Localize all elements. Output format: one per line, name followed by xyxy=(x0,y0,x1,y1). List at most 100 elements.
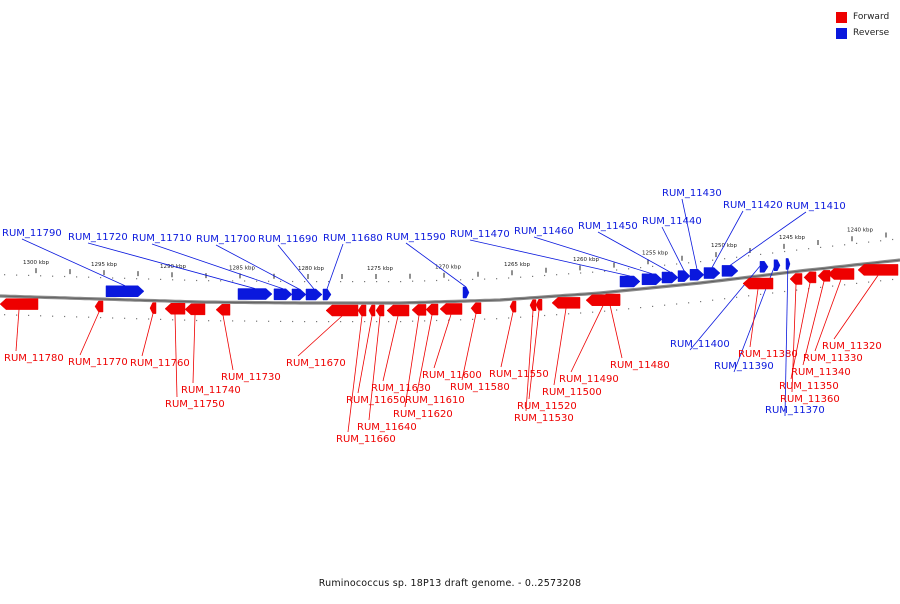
gene-arrow-rum_11400[interactable] xyxy=(759,261,769,273)
gene-arrow-rum_11680[interactable] xyxy=(322,288,332,301)
gene-label-rum_11550[interactable]: RUM_11550 xyxy=(489,369,549,380)
gene-label-rum_11500[interactable]: RUM_11500 xyxy=(542,387,602,398)
gene-label-rum_11410[interactable]: RUM_11410 xyxy=(786,201,846,212)
gene-label-rum_11640[interactable]: RUM_11640 xyxy=(357,422,417,433)
gene-label-rum_11320[interactable]: RUM_11320 xyxy=(822,341,882,352)
gene-arrow-rum_11460[interactable] xyxy=(641,273,663,286)
gene-arrow-rum_11630[interactable] xyxy=(386,304,410,317)
gene-label-rum_11330[interactable]: RUM_11330 xyxy=(803,353,863,364)
guide-dot-upper xyxy=(604,270,606,272)
guide-dot-upper xyxy=(100,277,102,279)
gene-arrow-rum_11320[interactable] xyxy=(857,264,899,276)
gene-arrow-rum_11640[interactable] xyxy=(375,304,385,317)
gene-label-rum_11580[interactable]: RUM_11580 xyxy=(450,382,510,393)
gene-arrow-rum_11360[interactable] xyxy=(789,273,803,285)
gene-label-rum_11400[interactable]: RUM_11400 xyxy=(670,339,730,350)
gene-label-rum_11360[interactable]: RUM_11360 xyxy=(780,394,840,405)
gene-arrow-rum_11610[interactable] xyxy=(425,303,439,316)
gene-arrow-rum_11430[interactable] xyxy=(689,269,705,281)
gene-arrow-rum_11760[interactable] xyxy=(149,302,157,314)
gene-label-rum_11760[interactable]: RUM_11760 xyxy=(130,358,190,369)
gene-label-rum_11380[interactable]: RUM_11380 xyxy=(738,349,798,360)
gene-label-rum_11740[interactable]: RUM_11740 xyxy=(181,385,241,396)
gene-label-rum_11630[interactable]: RUM_11630 xyxy=(371,383,431,394)
gene-arrow-rum_11750[interactable] xyxy=(164,303,186,315)
gene-label-rum_11690[interactable]: RUM_11690 xyxy=(258,234,318,245)
gene-label-rum_11430[interactable]: RUM_11430 xyxy=(662,188,722,199)
gene-label-rum_11750[interactable]: RUM_11750 xyxy=(165,399,225,410)
gene-label-rum_11660[interactable]: RUM_11660 xyxy=(336,434,396,445)
gene-arrow-rum_11550[interactable] xyxy=(509,300,517,313)
gene-arrow-rum_11440[interactable] xyxy=(677,270,691,282)
gene-arrow-rum_11660[interactable] xyxy=(357,304,367,317)
gene-label-rum_11610[interactable]: RUM_11610 xyxy=(405,395,465,406)
gene-arrow-rum_11790[interactable] xyxy=(105,285,145,297)
gene-arrow-rum_11780[interactable] xyxy=(0,298,39,310)
gene-arrow-rum_11330[interactable] xyxy=(827,268,855,280)
gene-label-rum_11480[interactable]: RUM_11480 xyxy=(610,360,670,371)
guide-dot-upper xyxy=(412,280,414,282)
gene-label-rum_11370[interactable]: RUM_11370 xyxy=(765,405,825,416)
gene-label-rum_11710[interactable]: RUM_11710 xyxy=(132,233,192,244)
gene-arrow-rum_11590[interactable] xyxy=(462,286,470,299)
guide-dot-lower xyxy=(364,321,366,323)
guide-dot-upper xyxy=(448,279,450,281)
gene-arrow-rum_11520[interactable] xyxy=(535,299,543,311)
gene-arrow-rum_11470[interactable] xyxy=(619,275,641,288)
gene-connector xyxy=(382,315,399,382)
gene-arrow-rum_11770[interactable] xyxy=(94,300,104,313)
gene-label-rum_11470[interactable]: RUM_11470 xyxy=(450,229,510,240)
gene-label-rum_11780[interactable]: RUM_11780 xyxy=(4,353,64,364)
guide-dot-lower xyxy=(280,320,282,322)
gene-arrow-rum_11410[interactable] xyxy=(721,265,739,277)
gene-label-rum_11340[interactable]: RUM_11340 xyxy=(791,367,851,378)
guide-dot-upper xyxy=(616,269,618,271)
gene-label-rum_11520[interactable]: RUM_11520 xyxy=(517,401,577,412)
guide-dot-lower xyxy=(880,280,882,282)
gene-arrow-rum_11690[interactable] xyxy=(305,288,323,301)
gene-label-rum_11720[interactable]: RUM_11720 xyxy=(68,232,128,243)
gene-label-rum_11770[interactable]: RUM_11770 xyxy=(68,357,128,368)
gene-label-rum_11680[interactable]: RUM_11680 xyxy=(323,233,383,244)
guide-dot-lower xyxy=(700,301,702,303)
gene-arrow-rum_11700[interactable] xyxy=(291,288,307,301)
gene-arrow-rum_11500[interactable] xyxy=(551,297,581,309)
gene-label-rum_11390[interactable]: RUM_11390 xyxy=(714,361,774,372)
guide-dot-upper xyxy=(52,275,54,277)
gene-arrow-rum_11530[interactable] xyxy=(529,299,537,311)
gene-label-rum_11790[interactable]: RUM_11790 xyxy=(2,228,62,239)
gene-label-rum_11730[interactable]: RUM_11730 xyxy=(221,372,281,383)
gene-label-rum_11670[interactable]: RUM_11670 xyxy=(286,358,346,369)
gene-arrow-rum_11670[interactable] xyxy=(325,304,359,317)
gene-label-rum_11440[interactable]: RUM_11440 xyxy=(642,216,702,227)
gene-label-rum_11700[interactable]: RUM_11700 xyxy=(196,234,256,245)
gene-arrow-rum_11600[interactable] xyxy=(439,303,463,315)
gene-arrow-rum_11350[interactable] xyxy=(803,271,817,284)
gene-arrow-rum_11620[interactable] xyxy=(411,304,427,316)
gene-arrow-rum_11420[interactable] xyxy=(703,267,721,279)
gene-arrow-rum_11450[interactable] xyxy=(661,271,679,284)
gene-arrow-rum_11340[interactable] xyxy=(817,270,831,282)
gene-label-rum_11420[interactable]: RUM_11420 xyxy=(723,200,783,211)
gene-arrow-rum_11740[interactable] xyxy=(184,303,206,316)
gene-arrow-rum_11380[interactable] xyxy=(742,277,774,290)
gene-label-rum_11600[interactable]: RUM_11600 xyxy=(422,370,482,381)
gene-label-rum_11620[interactable]: RUM_11620 xyxy=(393,409,453,420)
gene-label-rum_11650[interactable]: RUM_11650 xyxy=(346,395,406,406)
gene-label-rum_11590[interactable]: RUM_11590 xyxy=(386,232,446,243)
gene-label-rum_11350[interactable]: RUM_11350 xyxy=(779,381,839,392)
guide-dot-upper xyxy=(4,274,6,276)
axis-tick-label: 1285 kbp xyxy=(229,265,255,271)
gene-label-rum_11530[interactable]: RUM_11530 xyxy=(514,413,574,424)
gene-arrow-rum_11710[interactable] xyxy=(273,288,293,301)
gene-arrow-rum_11480[interactable] xyxy=(599,293,621,306)
gene-label-rum_11460[interactable]: RUM_11460 xyxy=(514,226,574,237)
gene-arrow-rum_11580[interactable] xyxy=(470,302,482,314)
gene-arrow-rum_11720[interactable] xyxy=(237,288,273,300)
gene-label-rum_11490[interactable]: RUM_11490 xyxy=(559,374,619,385)
gene-label-rum_11450[interactable]: RUM_11450 xyxy=(578,221,638,232)
gene-arrow-rum_11650[interactable] xyxy=(368,304,376,317)
gene-arrow-rum_11730[interactable] xyxy=(215,303,231,316)
